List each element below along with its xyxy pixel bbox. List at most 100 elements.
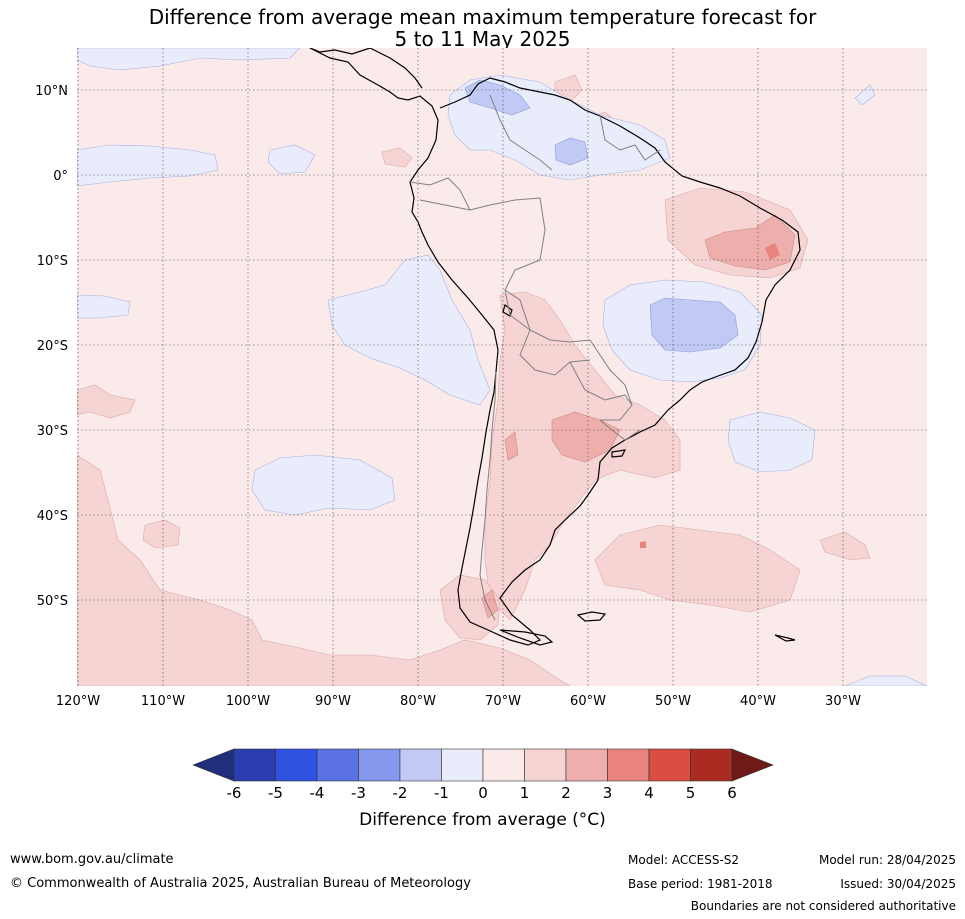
- model-run-text: Model run: 28/04/2025: [818, 853, 956, 867]
- pacific-cool-band-equator: [77, 144, 219, 187]
- atlantic-warm-patch-45s: [819, 531, 871, 561]
- pacific-cool-region-36s: [251, 454, 396, 516]
- lat-label-30s: 30°S: [37, 424, 68, 439]
- central-america-coastline: [309, 48, 423, 89]
- coastlines: [309, 48, 801, 646]
- lon-label-100w: 100°W: [226, 694, 270, 709]
- venezuela-colombia-border: [489, 94, 553, 171]
- tierra-del-fuego-coastline: [499, 629, 554, 646]
- colorbar-tick-labels: -6 -5 -4 -3 -2 -1 0 1 2 3 4 5 6: [227, 784, 737, 802]
- map-area: [77, 48, 927, 686]
- colorbar-cell-7: [482, 748, 525, 782]
- strong-cool-regions: [464, 79, 739, 353]
- colorbar-cell-6: [441, 748, 484, 782]
- colorbar-tick-label: 1: [520, 784, 530, 802]
- disclaimer-text: Boundaries are not considered authoritat…: [690, 899, 956, 913]
- lat-label-50s: 50°S: [37, 594, 68, 609]
- colorbar-cell-1: [233, 748, 276, 782]
- falkland-islands-coastline: [576, 611, 607, 622]
- pacific-cool-patch-1n: [267, 144, 316, 175]
- chile-strong-warm-patch: [504, 431, 519, 461]
- lon-label-120w: 120°W: [56, 694, 100, 709]
- colorbar-tick-label: 3: [603, 784, 613, 802]
- brazil-strong-cool: [649, 297, 739, 353]
- ecuador-peru-border: [409, 177, 471, 211]
- southwest-pacific-warm-region: [77, 454, 571, 686]
- lat-label-40s: 40°S: [37, 509, 68, 524]
- model-text: Model: ACCESS-S2: [628, 853, 740, 867]
- colorbar-tick-label: -3: [351, 784, 366, 802]
- colombia-peru-border: [419, 197, 541, 211]
- pacific-warm-patch-2n: [381, 147, 413, 168]
- southeast-pacific-cool-region: [327, 254, 491, 406]
- copyright-text: © Commonwealth of Australia 2025, Austra…: [10, 876, 471, 891]
- chart-title-line1: Difference from average mean maximum tem…: [148, 5, 817, 29]
- lat-label-10n: 10°N: [35, 84, 68, 99]
- bolivia-border: [504, 289, 591, 376]
- colorbar-tick-label: -1: [434, 784, 449, 802]
- patagonia-warm-patch: [439, 574, 501, 641]
- lat-label-20s: 20°S: [37, 339, 68, 354]
- strong-warm-regions: [481, 214, 796, 619]
- colorbar-tick-label: -2: [393, 784, 408, 802]
- colorbar-tick-label: -4: [310, 784, 325, 802]
- very-warm-regions: [640, 243, 780, 548]
- pacific-cool-band-north: [77, 48, 301, 71]
- paraguay-border: [569, 361, 633, 421]
- colorbar-tick-label: 6: [727, 784, 737, 802]
- lon-label-50w: 50°W: [655, 694, 691, 709]
- titicaca-lake-coastline: [502, 304, 513, 317]
- antarctic-cool-patch: [844, 675, 927, 686]
- latitude-labels: 10°N 0° 10°S 20°S 30°S 40°S 50°S: [35, 84, 68, 609]
- south-georgia-coastline: [774, 634, 796, 642]
- colorbar-arrow-right: [731, 748, 774, 782]
- map-gridlines: [77, 48, 927, 686]
- country-borders: [409, 94, 661, 621]
- colorbar-tick-label: -5: [268, 784, 283, 802]
- issued-text: Issued: 30/04/2025: [840, 877, 956, 891]
- lon-label-30w: 30°W: [825, 694, 861, 709]
- website-link[interactable]: www.bom.gov.au/climate: [10, 852, 174, 867]
- lon-label-90w: 90°W: [315, 694, 351, 709]
- lat-label-0: 0°: [53, 169, 68, 184]
- patagonia-strong-warm: [481, 589, 499, 619]
- pacific-cool-patch-15s: [77, 294, 131, 319]
- uruguay-border: [599, 419, 641, 441]
- colorbar-title: Difference from average (°C): [359, 810, 606, 830]
- atlantic-very-warm-spot: [640, 541, 646, 548]
- venezuela-strong-cool: [554, 137, 589, 166]
- colorbar-arrow-left: [192, 748, 235, 782]
- south-america-coastline: [309, 48, 801, 646]
- longitude-labels: 120°W 110°W 100°W 90°W 80°W 70°W 60°W 50…: [56, 694, 861, 709]
- colorbar-tick-label: 2: [561, 784, 571, 802]
- guianas-borders: [599, 114, 661, 161]
- colorbar-tick-label: 5: [686, 784, 696, 802]
- colorbar-cell-5: [399, 748, 442, 782]
- uruguay-lagoon-coastline: [611, 449, 627, 458]
- lon-label-110w: 110°W: [141, 694, 185, 709]
- colorbar-cell-3: [316, 748, 359, 782]
- lon-label-40w: 40°W: [740, 694, 776, 709]
- colorbar-cell-10: [607, 748, 650, 782]
- colorbar-cell-12: [690, 748, 733, 782]
- lon-label-80w: 80°W: [400, 694, 436, 709]
- colombia-strong-cool: [464, 79, 531, 116]
- argentina-chile-border: [479, 371, 497, 621]
- base-period-text: Base period: 1981-2018: [628, 877, 773, 891]
- colorbar-tick-label: 0: [478, 784, 488, 802]
- lon-label-60w: 60°W: [570, 694, 606, 709]
- chart-title-line2: 5 to 11 May 2025: [394, 27, 571, 51]
- colorbar-tick-label: -6: [227, 784, 242, 802]
- south-atlantic-cool-region: [727, 411, 816, 473]
- colorbar-cell-9: [565, 748, 608, 782]
- south-atlantic-warm-region: [594, 524, 801, 613]
- pacific-warm-patch-43s: [142, 519, 181, 549]
- colorbar-cell-11: [648, 748, 691, 782]
- lon-label-70w: 70°W: [485, 694, 521, 709]
- colorbar-tick-label: 4: [644, 784, 654, 802]
- colorbar-cell-2: [275, 748, 318, 782]
- pacific-warm-patch-30s: [77, 384, 136, 419]
- colorbar: [192, 748, 774, 782]
- colorbar-cell-8: [524, 748, 567, 782]
